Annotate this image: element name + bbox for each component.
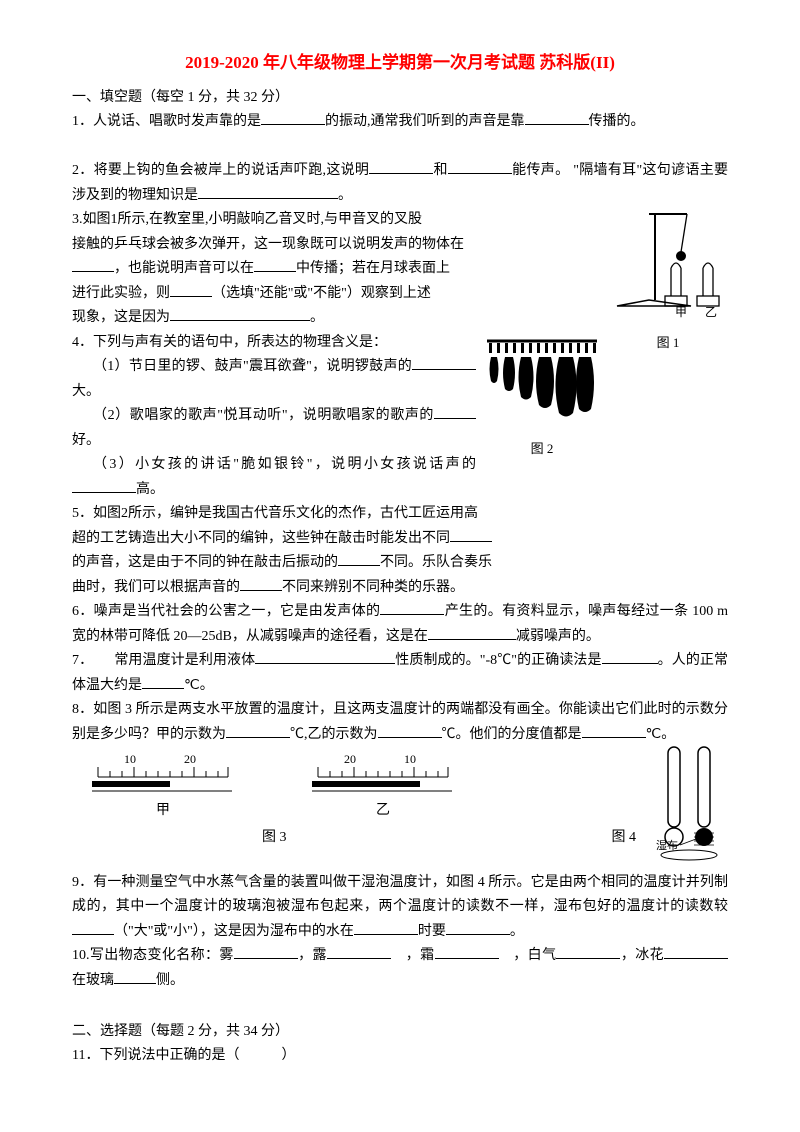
section-1-heading: 一、填空题（每空 1 分，共 32 分）	[72, 86, 728, 111]
question-10: 10.写出物态变化名称：雾，露 ，霜 ，白气，冰花在玻璃侧。	[72, 944, 728, 993]
figure-2: 图 2	[482, 335, 602, 461]
figure-4: 湿布	[654, 743, 728, 871]
figure-2-label: 图 2	[482, 438, 602, 461]
figure-3-label: 图 3	[262, 826, 287, 851]
section-2-heading: 二、选择题（每题 2 分，共 34 分）	[72, 1020, 728, 1045]
question-5: 5．如图2所示，编钟是我国古代音乐文化的杰作，古代工匠运用高 超的工艺铸造出大小…	[72, 502, 728, 600]
svg-text:乙: 乙	[705, 305, 717, 319]
question-9: 9．有一种测量空气中水蒸气含量的装置叫做干湿泡温度计，如图 4 所示。它是由两个…	[72, 871, 728, 945]
svg-text:20: 20	[184, 753, 196, 766]
question-6: 6．噪声是当代社会的公害之一，它是由发声体的产生的。有资料显示，噪声每经过一条 …	[72, 600, 728, 649]
question-2: 2．将要上钩的鱼会被岸上的说话声吓跑,这说明和能传声。 "隔墙有耳"这句谚语主要…	[72, 159, 728, 208]
question-8: 8．如图 3 所示是两支水平放置的温度计，且这两支温度计的两端都没有画全。你能读…	[72, 698, 728, 747]
svg-text:10: 10	[124, 753, 136, 766]
svg-text:20: 20	[344, 753, 356, 766]
figure-1-label: 图 1	[608, 332, 728, 355]
question-4-3: （3）小女孩的讲话"脆如银铃"，说明小女孩说话声的高。	[72, 453, 728, 502]
figure-3: 10 20 甲 20 10	[88, 753, 646, 824]
question-11: 11．下列说法中正确的是（ ）	[72, 1044, 728, 1069]
figure-1: 甲 乙 图 1	[608, 208, 728, 354]
thermometer-yi-label: 乙	[308, 799, 458, 824]
svg-text:10: 10	[404, 753, 416, 766]
page-title: 2019-2020 年八年级物理上学期第一次月考试题 苏科版(II)	[72, 48, 728, 78]
thermometer-jia-label: 甲	[88, 799, 238, 824]
svg-text:甲: 甲	[675, 305, 687, 319]
svg-text:湿布: 湿布	[656, 839, 678, 852]
question-4-1: （1）节日里的锣、鼓声"震耳欲聋"，说明锣鼓声的大。	[72, 355, 728, 404]
figure-4-label: 图 4	[612, 826, 637, 851]
question-4-2: （2）歌唱家的歌声"悦耳动听"，说明歌唱家的歌声的好。	[72, 404, 728, 453]
question-7: 7． 常用温度计是利用液体性质制成的。"-8℃"的正确读法是。人的正常体温大约是…	[72, 649, 728, 698]
question-1: 1．人说话、唱歌时发声靠的是的振动,通常我们听到的声音是靠传播的。	[72, 110, 728, 135]
